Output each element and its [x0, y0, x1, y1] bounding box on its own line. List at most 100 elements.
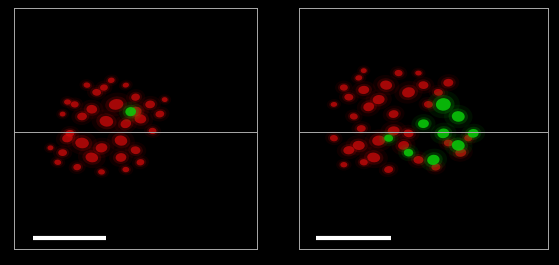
- Ellipse shape: [113, 151, 129, 164]
- Ellipse shape: [60, 132, 75, 144]
- Ellipse shape: [69, 100, 80, 109]
- Ellipse shape: [390, 66, 408, 80]
- Ellipse shape: [444, 140, 453, 146]
- Ellipse shape: [331, 102, 337, 107]
- Ellipse shape: [54, 160, 61, 165]
- Ellipse shape: [381, 121, 407, 141]
- Ellipse shape: [448, 108, 468, 125]
- Ellipse shape: [363, 102, 374, 111]
- Ellipse shape: [345, 109, 363, 123]
- Ellipse shape: [119, 164, 133, 175]
- Ellipse shape: [429, 85, 448, 100]
- Ellipse shape: [364, 150, 383, 165]
- Ellipse shape: [48, 145, 53, 150]
- Ellipse shape: [132, 155, 149, 169]
- Ellipse shape: [355, 155, 372, 169]
- Ellipse shape: [56, 109, 69, 119]
- Ellipse shape: [340, 162, 347, 167]
- Ellipse shape: [126, 104, 145, 119]
- Ellipse shape: [58, 111, 67, 118]
- Ellipse shape: [83, 82, 91, 88]
- Ellipse shape: [121, 119, 131, 128]
- Ellipse shape: [392, 68, 405, 78]
- Ellipse shape: [64, 99, 71, 105]
- Ellipse shape: [354, 123, 368, 134]
- Ellipse shape: [411, 114, 435, 133]
- Ellipse shape: [60, 126, 79, 141]
- Ellipse shape: [104, 74, 119, 86]
- Ellipse shape: [429, 162, 443, 172]
- Ellipse shape: [345, 135, 372, 156]
- Ellipse shape: [352, 81, 376, 99]
- Ellipse shape: [100, 116, 113, 127]
- Ellipse shape: [399, 85, 418, 100]
- Ellipse shape: [62, 134, 73, 142]
- Ellipse shape: [86, 153, 98, 162]
- Ellipse shape: [364, 129, 393, 152]
- Ellipse shape: [444, 105, 472, 128]
- Ellipse shape: [438, 136, 458, 151]
- Ellipse shape: [58, 149, 67, 156]
- Ellipse shape: [430, 123, 456, 144]
- Ellipse shape: [329, 101, 339, 108]
- Ellipse shape: [92, 89, 101, 96]
- Ellipse shape: [118, 117, 134, 130]
- Ellipse shape: [415, 117, 432, 130]
- Ellipse shape: [434, 126, 452, 141]
- Ellipse shape: [380, 81, 392, 90]
- Ellipse shape: [411, 68, 425, 78]
- Ellipse shape: [327, 99, 341, 110]
- Ellipse shape: [358, 86, 369, 94]
- Ellipse shape: [415, 71, 421, 76]
- Ellipse shape: [100, 84, 108, 91]
- Ellipse shape: [122, 101, 149, 122]
- Ellipse shape: [452, 140, 465, 151]
- Ellipse shape: [63, 128, 77, 138]
- Ellipse shape: [379, 162, 399, 177]
- Ellipse shape: [160, 96, 169, 103]
- Ellipse shape: [67, 131, 97, 155]
- Ellipse shape: [426, 160, 446, 175]
- Ellipse shape: [361, 68, 367, 73]
- Ellipse shape: [360, 159, 368, 165]
- Ellipse shape: [359, 147, 388, 168]
- Ellipse shape: [75, 111, 89, 122]
- Ellipse shape: [416, 79, 431, 91]
- Ellipse shape: [100, 92, 132, 116]
- Ellipse shape: [452, 111, 465, 122]
- Ellipse shape: [404, 130, 414, 137]
- Ellipse shape: [465, 127, 481, 140]
- Ellipse shape: [56, 148, 69, 158]
- Ellipse shape: [342, 92, 356, 102]
- Ellipse shape: [96, 113, 116, 129]
- Ellipse shape: [112, 133, 130, 148]
- Ellipse shape: [125, 142, 146, 159]
- Ellipse shape: [432, 164, 440, 170]
- Ellipse shape: [389, 110, 399, 118]
- Ellipse shape: [384, 135, 393, 142]
- Ellipse shape: [128, 144, 143, 156]
- Ellipse shape: [121, 81, 131, 89]
- Ellipse shape: [335, 81, 353, 94]
- Ellipse shape: [82, 150, 101, 165]
- Ellipse shape: [60, 96, 75, 108]
- Ellipse shape: [153, 109, 167, 119]
- Ellipse shape: [89, 138, 114, 158]
- Ellipse shape: [135, 114, 146, 123]
- Ellipse shape: [421, 99, 435, 109]
- Ellipse shape: [65, 130, 74, 137]
- Ellipse shape: [432, 95, 454, 114]
- Ellipse shape: [73, 164, 81, 170]
- Ellipse shape: [339, 90, 359, 105]
- Ellipse shape: [328, 134, 340, 143]
- Ellipse shape: [398, 141, 409, 150]
- Ellipse shape: [92, 109, 121, 133]
- Ellipse shape: [66, 98, 83, 111]
- Ellipse shape: [150, 107, 169, 122]
- Ellipse shape: [468, 129, 479, 138]
- Ellipse shape: [109, 99, 124, 110]
- Ellipse shape: [80, 100, 103, 119]
- Ellipse shape: [448, 138, 468, 153]
- Ellipse shape: [143, 99, 158, 110]
- Ellipse shape: [84, 103, 100, 116]
